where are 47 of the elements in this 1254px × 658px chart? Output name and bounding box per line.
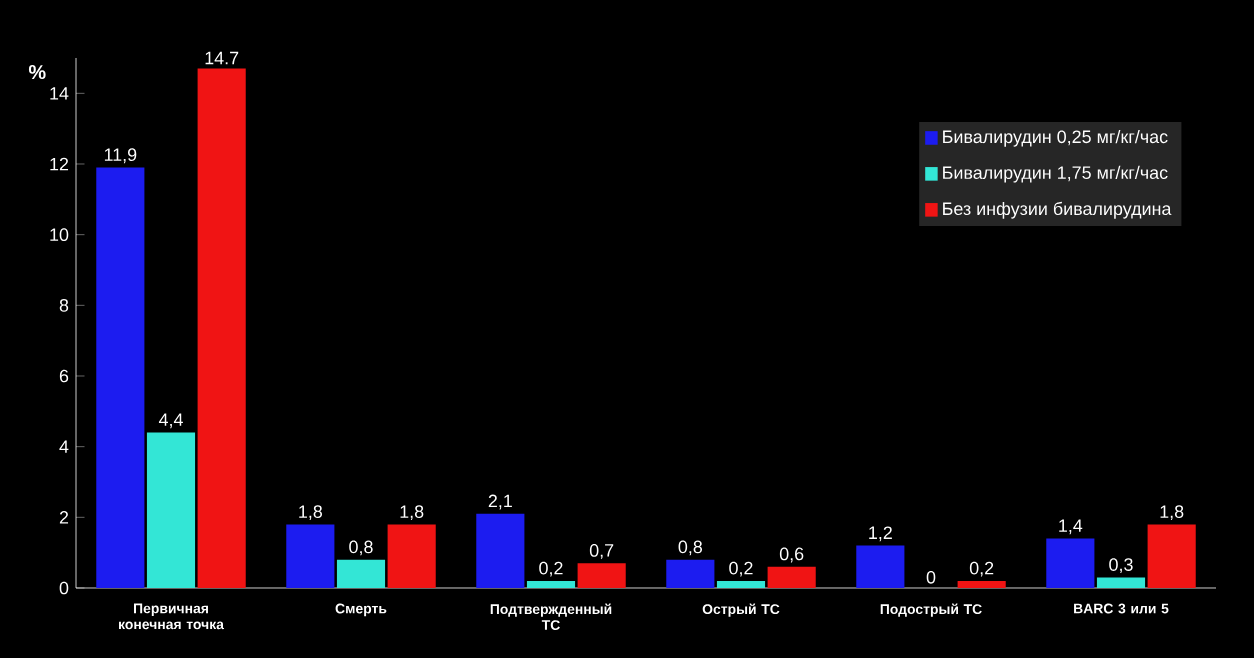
- y-tick-label: 10: [50, 228, 69, 242]
- bar: [716, 580, 766, 588]
- data-label: 0,6: [779, 547, 804, 563]
- bar: [577, 563, 626, 588]
- legend-label: Бивалирудин 1,75 мг/кг/час: [943, 165, 1168, 183]
- data-label: 0,2: [539, 561, 563, 577]
- data-label: 0,3: [1109, 558, 1133, 573]
- bar: [666, 559, 715, 588]
- bar: [96, 167, 145, 588]
- bar: [856, 545, 905, 588]
- y-tick-label: 2: [59, 511, 69, 524]
- data-label: 11,9: [104, 148, 137, 164]
- bar: [1046, 538, 1095, 588]
- data-label: 0,7: [589, 544, 614, 559]
- y-tick-label: 0: [59, 581, 69, 595]
- legend-label: Без инфузии бивалирудина: [943, 201, 1172, 219]
- bar: [286, 524, 335, 588]
- data-label: 0,2: [729, 561, 753, 577]
- data-label: 1,8: [299, 505, 323, 520]
- data-label: 1,2: [869, 526, 892, 542]
- data-label: 0: [926, 570, 936, 584]
- bar: [767, 566, 816, 588]
- data-label: 2,1: [488, 494, 512, 510]
- y-tick-label: 8: [59, 298, 69, 312]
- data-label: 1,8: [1160, 505, 1184, 520]
- y-tick-label: 14: [50, 87, 69, 100]
- bar: [336, 559, 386, 588]
- bar: [197, 68, 246, 588]
- bar: [476, 513, 525, 588]
- y-tick-label: 12: [50, 157, 69, 171]
- bar: [1147, 524, 1196, 588]
- bar: [1096, 577, 1146, 588]
- y-tick-label: 6: [59, 369, 69, 383]
- legend-label: Бивалирудин 0,25 мг/кг/час: [943, 129, 1168, 147]
- data-label: 14.7: [205, 51, 239, 65]
- data-label: 4,4: [158, 413, 183, 429]
- data-label: 1,4: [1059, 519, 1083, 535]
- bar: [957, 580, 1006, 588]
- data-label: 0,8: [349, 540, 373, 556]
- data-label: 1,8: [400, 505, 424, 520]
- y-axis-title: %: [28, 65, 46, 80]
- bar: [387, 524, 436, 588]
- bar: [146, 432, 196, 588]
- bar: [526, 580, 576, 588]
- data-label: 0,2: [969, 561, 994, 577]
- data-label: 0,8: [678, 540, 703, 556]
- y-tick-label: 4: [59, 440, 69, 453]
